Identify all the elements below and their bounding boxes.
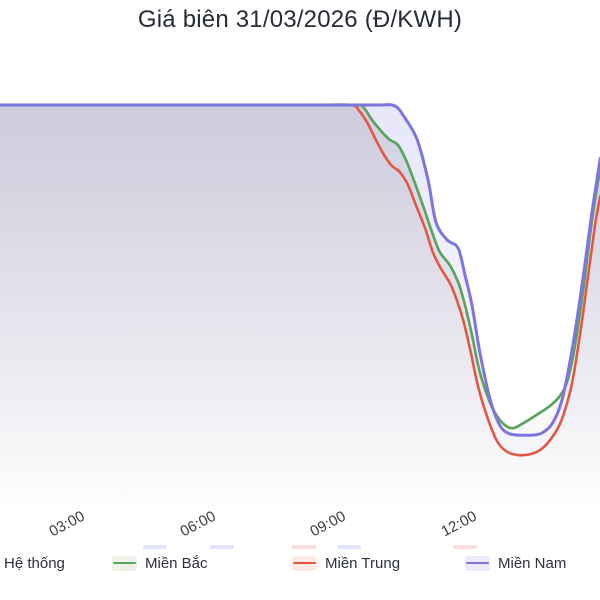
clipped-legend-swatch bbox=[210, 545, 234, 549]
chart-title: Giá biên 31/03/2026 (Đ/KWH) bbox=[137, 6, 463, 33]
legend-swatch-mien-trung bbox=[292, 555, 317, 571]
clipped-legend-swatch bbox=[337, 545, 361, 549]
legend-label-mien-trung: Miền Trung bbox=[325, 554, 401, 572]
legend-swatch-mien-bac bbox=[112, 555, 137, 571]
legend-swatch-line-icon bbox=[466, 561, 489, 565]
clipped-legend-swatch bbox=[143, 545, 167, 549]
legend-swatch-mien-nam bbox=[465, 555, 490, 571]
clipped-legend-swatch bbox=[292, 545, 316, 549]
series-line-mien-bac[interactable] bbox=[0, 103, 600, 430]
clipped-legend-swatch bbox=[453, 545, 477, 549]
series-line-mien-nam[interactable] bbox=[0, 103, 600, 437]
series-line-mien-trung[interactable] bbox=[0, 103, 600, 457]
legend-item-mien-bac[interactable]: Miền Bắc bbox=[112, 552, 208, 574]
legend-item-mien-trung[interactable]: Miền Trung bbox=[292, 552, 400, 574]
legend-swatch-line-icon bbox=[293, 561, 316, 565]
legend-label-he-thong: Hệ thống bbox=[4, 554, 65, 572]
legend-label-mien-nam: Miền Nam bbox=[498, 554, 567, 572]
legend-swatch-line-icon bbox=[113, 561, 136, 565]
legend-item-mien-nam[interactable]: Miền Nam bbox=[465, 552, 566, 574]
legend-label-mien-bac: Miền Bắc bbox=[145, 554, 208, 572]
legend-item-he-thong[interactable]: Hệ thống bbox=[4, 552, 65, 574]
series-area-mien-nam bbox=[0, 104, 600, 545]
